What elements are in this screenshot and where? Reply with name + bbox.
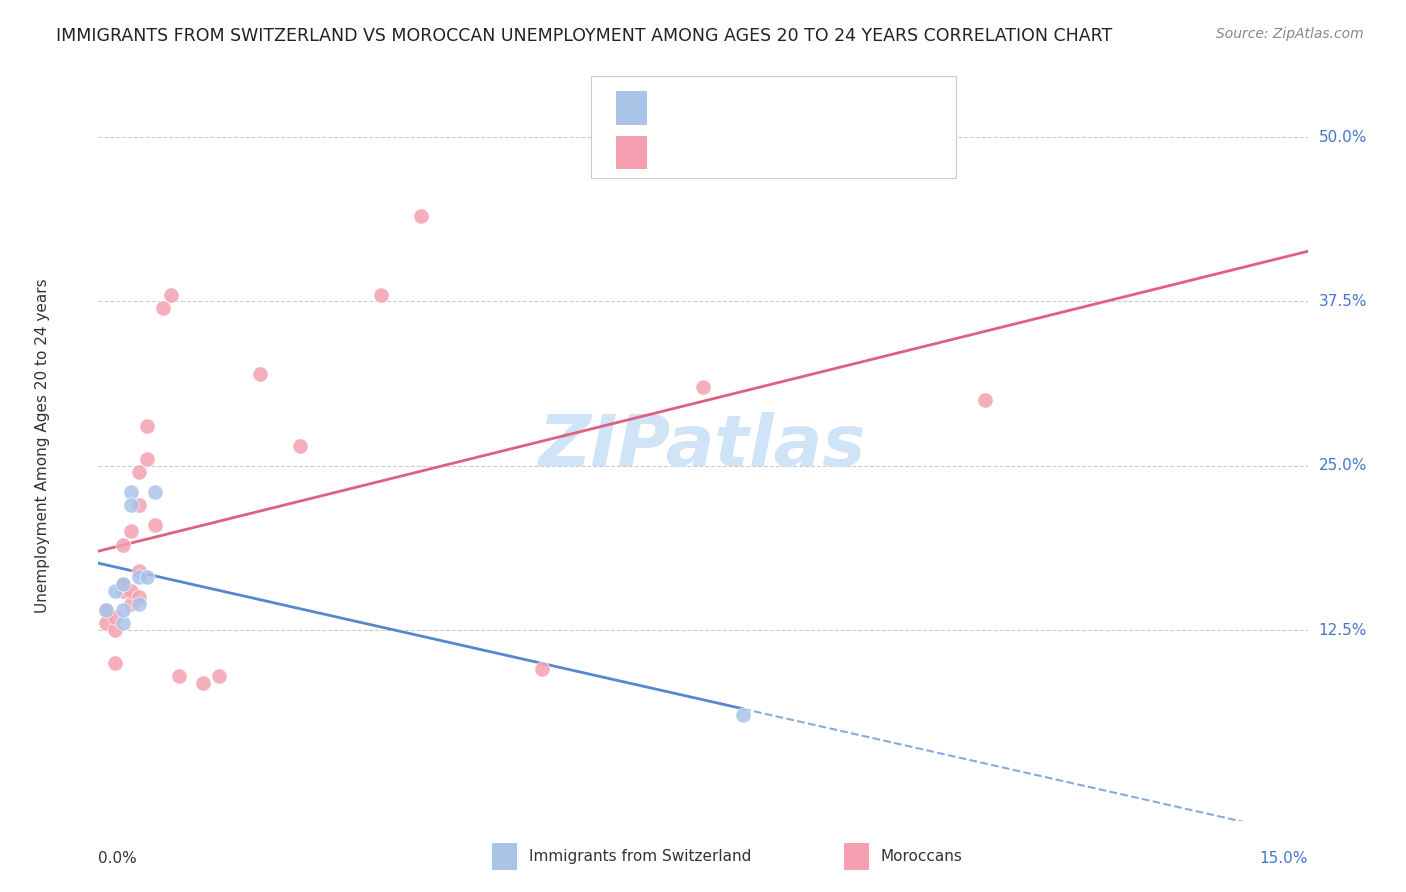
Point (120, 524, 142, 539)
Point (152, 301, 174, 315)
Text: N =: N = (799, 101, 832, 115)
Point (530, 663, 553, 677)
Point (249, 367, 271, 381)
Point (111, 616, 134, 631)
Text: IMMIGRANTS FROM SWITZERLAND VS MOROCCAN UNEMPLOYMENT AMONG AGES 20 TO 24 YEARS C: IMMIGRANTS FROM SWITZERLAND VS MOROCCAN … (56, 27, 1112, 45)
Point (96, 603, 118, 617)
Text: 37.5%: 37.5% (1319, 293, 1367, 309)
Point (143, 517, 166, 532)
Point (128, 570, 150, 584)
Text: R =: R = (661, 145, 699, 160)
Point (733, 708, 755, 723)
Text: Source: ZipAtlas.com: Source: ZipAtlas.com (1216, 27, 1364, 41)
Point (193, 675, 215, 690)
Text: 15.0%: 15.0% (1260, 851, 1308, 866)
Point (135, 570, 157, 584)
Point (103, 610, 125, 624)
Point (111, 583, 134, 598)
Point (692, 380, 714, 394)
Point (128, 590, 150, 604)
Text: 12.5%: 12.5% (1319, 623, 1367, 638)
Point (128, 597, 150, 611)
Point (128, 465, 150, 479)
Text: Moroccans: Moroccans (880, 849, 962, 863)
Text: 0.0%: 0.0% (98, 851, 138, 866)
Text: -0.070: -0.070 (714, 101, 769, 115)
Point (167, 669, 190, 683)
Point (120, 485, 142, 500)
Point (974, 392, 997, 407)
Point (103, 656, 125, 670)
Point (120, 583, 142, 598)
Point (120, 597, 142, 611)
Text: 12: 12 (846, 101, 868, 115)
Text: 25.0%: 25.0% (1319, 458, 1367, 474)
Point (409, 209, 432, 223)
Text: Immigrants from Switzerland: Immigrants from Switzerland (529, 849, 751, 863)
Text: N =: N = (799, 145, 832, 160)
Text: 30: 30 (846, 145, 868, 160)
Text: ZIPatlas: ZIPatlas (540, 411, 866, 481)
Point (96, 603, 118, 617)
Point (128, 498, 150, 512)
Point (370, 288, 392, 302)
Point (120, 498, 142, 512)
Point (111, 538, 134, 552)
Point (111, 577, 134, 591)
Point (103, 583, 125, 598)
Text: R =: R = (661, 101, 695, 115)
Point (160, 288, 183, 302)
Point (128, 564, 150, 578)
Point (96, 616, 118, 631)
Point (288, 439, 311, 453)
Point (143, 485, 166, 500)
Point (103, 623, 125, 637)
Text: 0.467: 0.467 (714, 145, 762, 160)
Point (135, 452, 157, 467)
Point (111, 603, 134, 617)
Point (208, 669, 231, 683)
Text: 50.0%: 50.0% (1319, 129, 1367, 145)
Point (135, 419, 157, 434)
Point (111, 577, 134, 591)
Text: Unemployment Among Ages 20 to 24 years: Unemployment Among Ages 20 to 24 years (35, 278, 49, 614)
